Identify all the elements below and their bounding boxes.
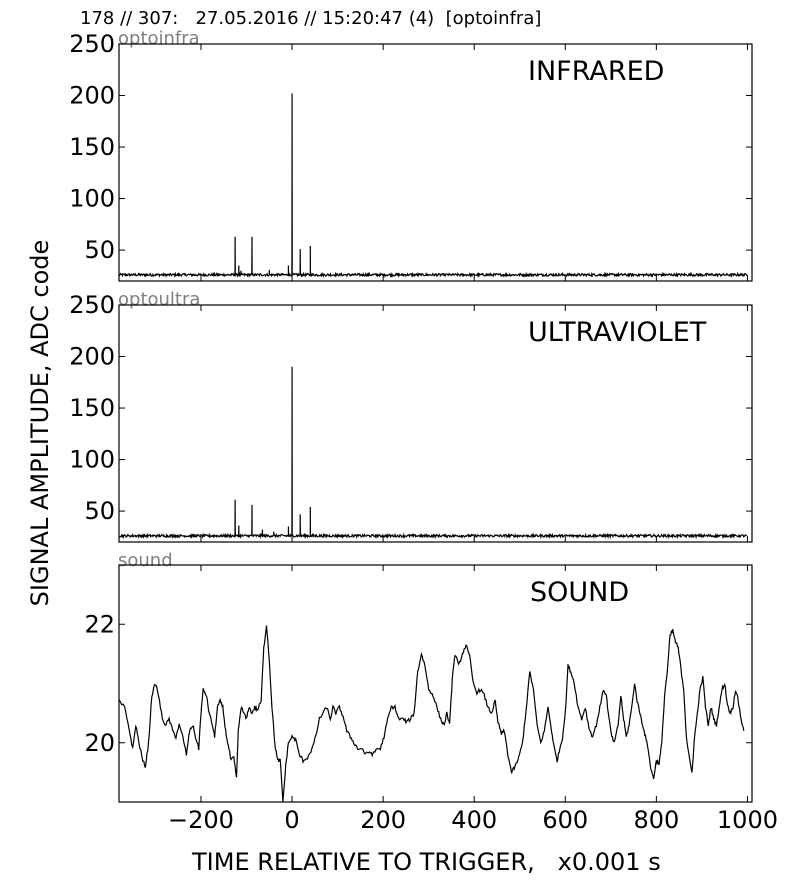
x-tick-label: 0 [284,806,299,834]
panel-ultraviolet: optoultra ULTRAVIOLET 50 100 150 200 250 [69,289,753,543]
y-tick-label: 150 [69,394,115,422]
y-tick-label: 22 [84,610,115,638]
y-tick-label: 50 [84,497,115,525]
x-tick-label: 400 [451,806,497,834]
plot-frame [118,304,753,543]
y-tick-label: 250 [69,291,115,319]
panel-tag-infrared: optoinfra [118,28,200,49]
x-axis-label: TIME RELATIVE TO TRIGGER, x0.001 s [192,848,661,876]
y-tick-label: 200 [69,82,115,110]
panel-sound: sound SOUND 20 22 −200 0 200 400 600 800 1000 [84,550,778,834]
x-tick-label: 600 [542,806,588,834]
plot-frame [118,564,753,803]
y-tick-label: 20 [84,729,115,757]
panel-tag-ultraviolet: optoultra [118,289,200,310]
series-line-optoinfra [118,93,748,279]
panel-title-infrared: INFRARED [528,56,664,87]
y-tick-label: 250 [69,30,115,58]
y-tick-label: 50 [84,236,115,264]
x-tick-label: −200 [168,806,234,834]
chart-header: 178 // 307: 27.05.2016 // 15:20:47 (4) [… [80,8,542,29]
series-line-sound [118,625,745,802]
panel-infrared: optoinfra INFRARED 50 100 150 200 250 [69,28,753,282]
x-tick-label: 200 [360,806,406,834]
y-tick-label: 200 [69,343,115,371]
x-tick-label: 1000 [717,806,778,834]
y-tick-label: 100 [69,185,115,213]
y-tick-label: 150 [69,133,115,161]
series-line-optoultra [119,366,748,540]
x-tick-label: 800 [633,806,679,834]
plot-frame [118,43,753,282]
panel-title-sound: SOUND [530,577,629,608]
panel-tag-sound: sound [118,550,173,571]
panel-title-ultraviolet: ULTRAVIOLET [528,317,707,348]
y-tick-label: 100 [69,446,115,474]
